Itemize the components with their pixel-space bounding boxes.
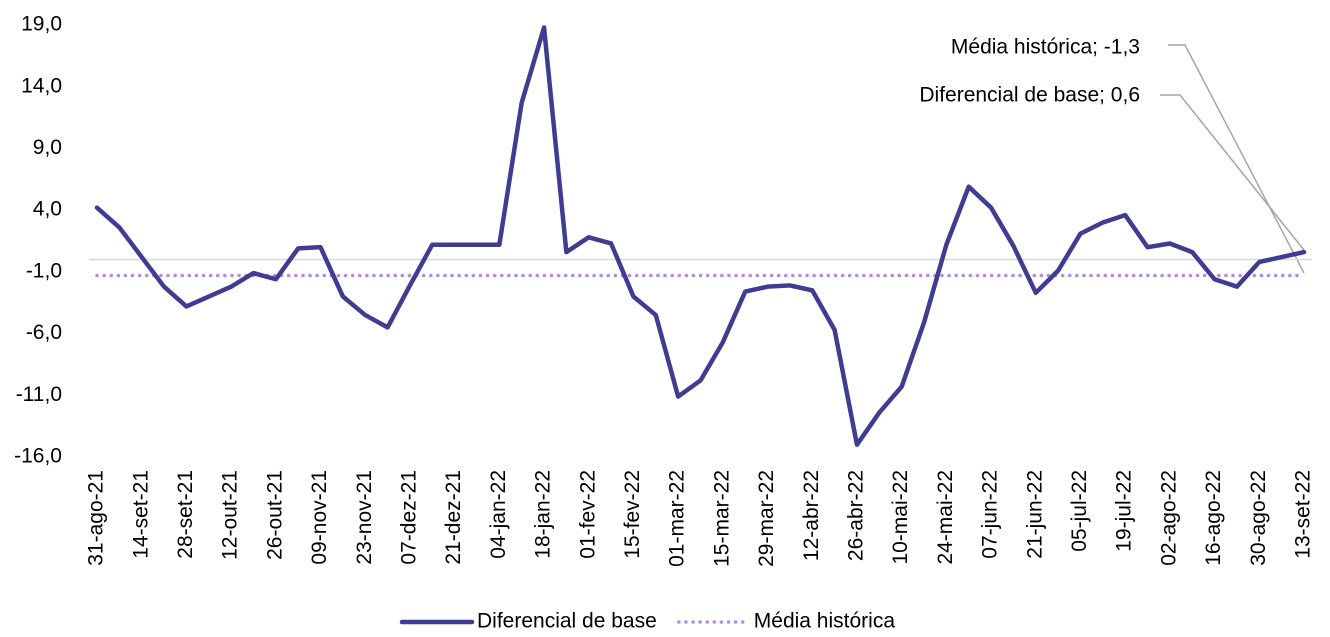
legend-label: Média histórica bbox=[754, 610, 896, 633]
x-tick-label: 12-abr-22 bbox=[800, 470, 823, 561]
x-tick-label: 28-set-21 bbox=[174, 470, 197, 559]
x-tick-label: 26-abr-22 bbox=[845, 470, 868, 561]
y-tick-label: -1,0 bbox=[26, 259, 62, 282]
x-tick-label: 30-ago-22 bbox=[1247, 470, 1270, 566]
x-tick-label: 13-set-22 bbox=[1292, 470, 1315, 559]
y-tick-label: 14,0 bbox=[21, 74, 62, 97]
x-tick-label: 16-ago-22 bbox=[1202, 470, 1225, 566]
x-tick-label: 15-mar-22 bbox=[710, 470, 733, 567]
x-tick-label: 18-jan-22 bbox=[532, 470, 555, 559]
x-tick-label: 21-jun-22 bbox=[1023, 470, 1046, 559]
x-tick-label: 09-nov-21 bbox=[308, 470, 331, 565]
x-tick-label: 14-set-21 bbox=[129, 470, 152, 559]
y-tick-label: -11,0 bbox=[16, 383, 62, 406]
y-tick-label: 19,0 bbox=[21, 13, 62, 36]
annotation: Média histórica; -1,3 bbox=[951, 36, 1140, 59]
y-tick-label: 9,0 bbox=[33, 136, 62, 159]
x-tick-label: 02-ago-22 bbox=[1157, 470, 1180, 566]
x-tick-label: 26-out-21 bbox=[263, 470, 286, 560]
leader-line bbox=[1160, 94, 1305, 251]
x-tick-label: 12-out-21 bbox=[219, 470, 242, 560]
x-tick-label: 21-dez-21 bbox=[442, 470, 465, 565]
x-tick-label: 07-jun-22 bbox=[979, 470, 1002, 559]
x-tick-label: 05-jul-22 bbox=[1068, 470, 1091, 552]
leader-line bbox=[1168, 44, 1305, 274]
annotation: Diferencial de base; 0,6 bbox=[919, 84, 1140, 107]
x-tick-label: 01-fev-22 bbox=[576, 470, 599, 559]
x-tick-label: 31-ago-21 bbox=[85, 470, 108, 566]
x-tick-label: 19-jul-22 bbox=[1113, 470, 1136, 552]
x-tick-label: 01-mar-22 bbox=[666, 470, 689, 567]
y-tick-label: 4,0 bbox=[33, 198, 62, 221]
y-tick-label: -16,0 bbox=[14, 445, 62, 468]
legend-label: Diferencial de base bbox=[477, 610, 657, 633]
x-tick-label: 23-nov-21 bbox=[353, 470, 376, 565]
x-tick-label: 24-mai-22 bbox=[934, 470, 957, 565]
x-tick-label: 04-jan-22 bbox=[487, 470, 510, 559]
x-tick-label: 10-mai-22 bbox=[889, 470, 912, 565]
y-tick-label: -6,0 bbox=[26, 321, 62, 344]
series-line bbox=[94, 25, 1307, 447]
x-tick-label: 07-dez-21 bbox=[397, 470, 420, 565]
x-tick-label: 29-mar-22 bbox=[755, 470, 778, 567]
x-tick-label: 15-fev-22 bbox=[621, 470, 644, 559]
